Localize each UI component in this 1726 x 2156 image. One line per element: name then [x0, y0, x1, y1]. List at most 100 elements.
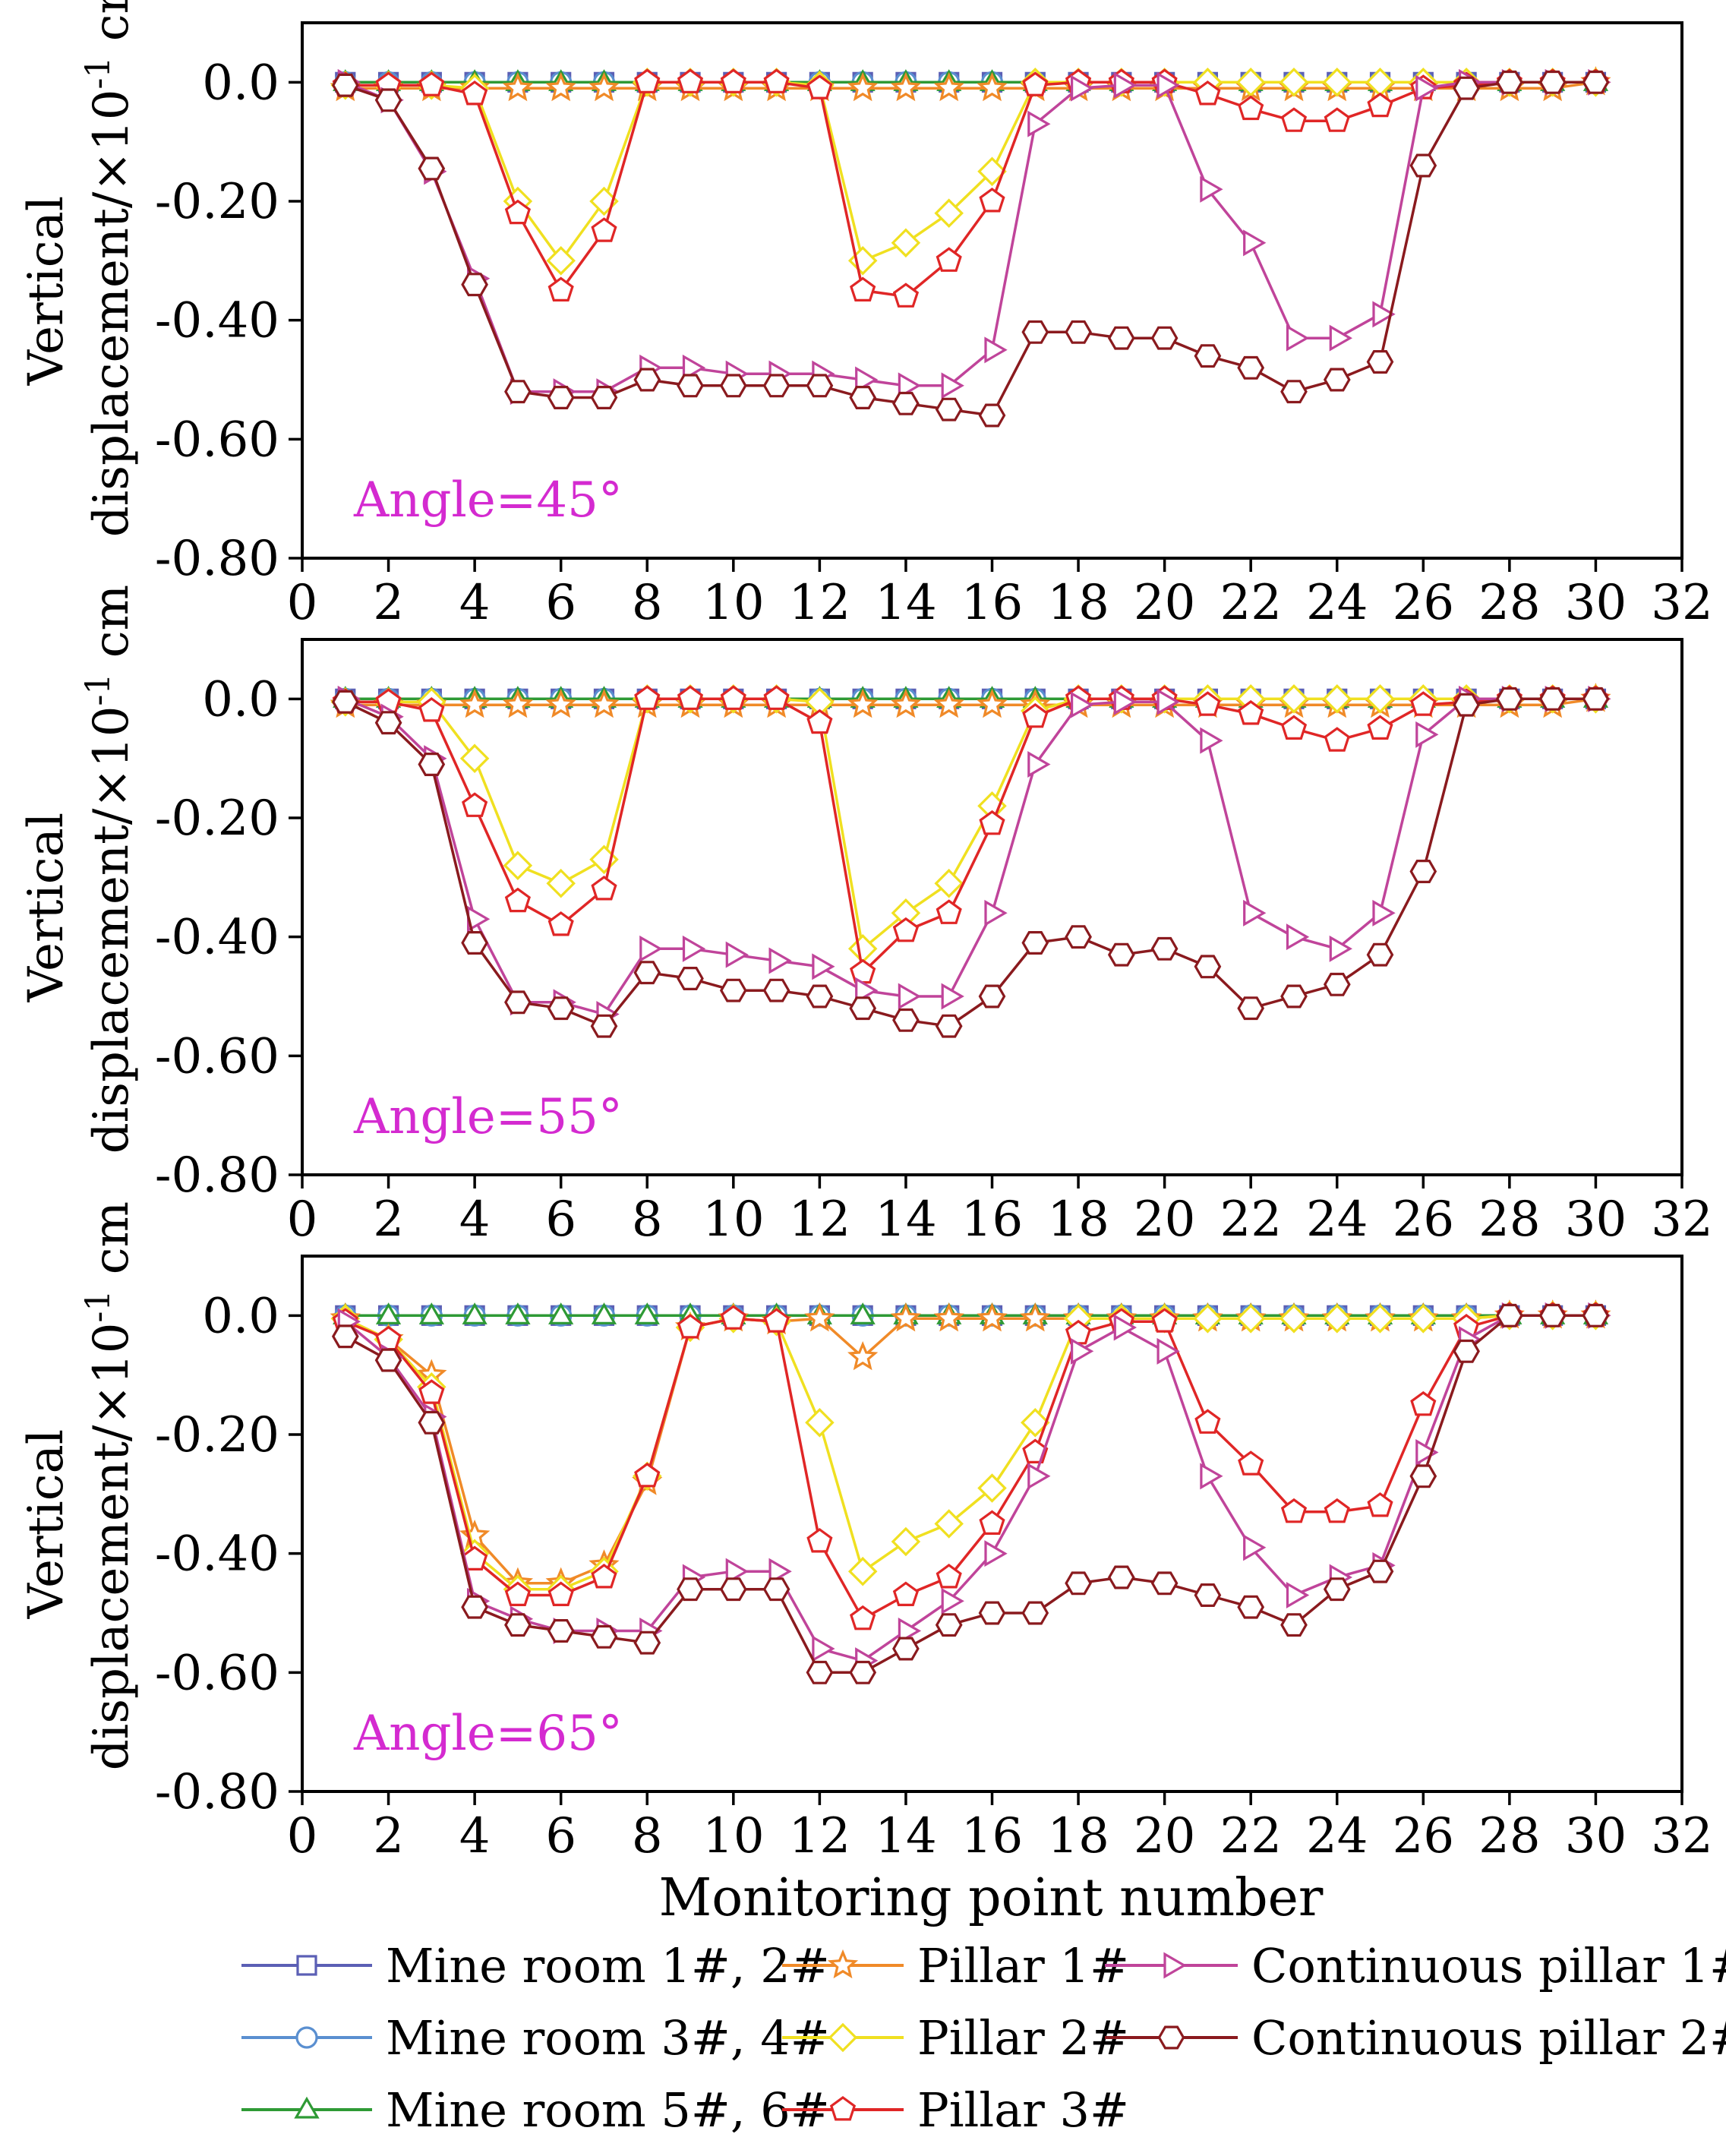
data-point: [1238, 1450, 1264, 1476]
x-tick-label: 0: [287, 1808, 318, 1864]
data-point: [1409, 1464, 1437, 1488]
data-point: [1021, 1601, 1049, 1625]
data-point: [590, 1624, 618, 1649]
data-point: [936, 899, 962, 924]
data-point: [1538, 687, 1567, 711]
data-point: [1366, 350, 1394, 374]
data-point: [374, 88, 402, 112]
y-tick-label: 0.0: [202, 1288, 279, 1344]
x-axis-label: Monitoring point number: [659, 1868, 1324, 1928]
data-point: [892, 283, 920, 308]
data-point: [935, 1613, 963, 1637]
x-tick-label: 12: [789, 1808, 850, 1864]
series-line: [345, 697, 1596, 1027]
data-point: [977, 72, 1008, 102]
x-tick-label: 24: [1306, 575, 1368, 631]
data-point: [892, 917, 920, 942]
y-tick-label: -0.20: [155, 1407, 279, 1463]
data-point: [978, 984, 1006, 1009]
data-point: [1280, 380, 1308, 404]
y-axis-label-unit: cm: [84, 1201, 140, 1290]
data-point: [1238, 699, 1264, 725]
y-axis-label-main: displacement/×10: [84, 706, 140, 1154]
data-point: [806, 374, 834, 398]
data-point: [1107, 326, 1135, 350]
y-axis-label-line1: Vertical: [18, 1429, 74, 1619]
data-point: [1324, 1498, 1350, 1523]
y-tick-label: -0.80: [155, 531, 279, 587]
data-point: [806, 1660, 834, 1684]
y-axis-label-unit: cm: [84, 0, 140, 57]
data-point: [1200, 175, 1223, 203]
x-tick-label: 22: [1220, 1192, 1281, 1248]
data-point: [1280, 1498, 1308, 1523]
x-tick-label: 14: [875, 1808, 936, 1864]
y-axis-label-exponent: -1: [79, 674, 118, 706]
data-point: [418, 752, 446, 777]
data-point: [941, 372, 964, 399]
series-line: [345, 80, 1596, 298]
series-continuous-pillar-2: [331, 70, 1610, 428]
data-point: [502, 689, 534, 718]
data-point: [545, 689, 576, 718]
x-tick-label: 10: [702, 1192, 764, 1248]
x-tick-label: 10: [702, 1808, 764, 1864]
data-point: [1156, 71, 1180, 99]
legend-label: Pillar 3#: [917, 2082, 1129, 2138]
x-tick-label: 18: [1047, 575, 1109, 631]
series-line: [345, 1314, 1596, 1591]
data-point: [1243, 229, 1267, 257]
y-tick-label: -0.20: [155, 174, 279, 230]
angle-annotation: Angle=45°: [353, 472, 623, 529]
data-point: [719, 1577, 747, 1602]
data-point: [849, 386, 877, 410]
data-point: [1409, 1304, 1438, 1334]
data-point: [639, 935, 663, 962]
data-point: [768, 1558, 792, 1585]
data-point: [1237, 996, 1265, 1021]
x-tick-label: 12: [789, 1192, 850, 1248]
data-point: [547, 1581, 574, 1606]
data-point: [1322, 1304, 1352, 1334]
x-tick-label: 32: [1651, 575, 1712, 631]
data-point: [1415, 1439, 1439, 1466]
x-tick-label: 20: [1134, 1808, 1195, 1864]
data-point: [849, 1660, 877, 1684]
data-point: [1194, 344, 1222, 368]
data-point: [762, 374, 790, 398]
data-point: [1367, 92, 1393, 118]
data-point: [1200, 1463, 1223, 1490]
data-point: [1365, 1304, 1395, 1334]
data-point: [977, 156, 1007, 187]
data-point: [941, 983, 964, 1010]
legend-entry-mine-room-1-2: Mine room 1#, 2#: [241, 1938, 830, 1993]
data-point: [768, 947, 792, 974]
data-point: [1367, 1492, 1393, 1517]
data-point: [1496, 70, 1523, 94]
data-point: [855, 977, 879, 1004]
data-point: [1156, 688, 1180, 715]
data-point: [935, 397, 963, 421]
data-point: [331, 1324, 359, 1349]
x-tick-label: 2: [373, 575, 404, 631]
series-line: [345, 1314, 1596, 1621]
y-tick-label: -0.60: [155, 1028, 279, 1084]
x-tick-label: 20: [1134, 1192, 1195, 1248]
data-point: [504, 1581, 531, 1606]
y-axis-label-exponent: -1: [79, 1290, 118, 1323]
y-axis-label-unit: cm: [84, 585, 140, 674]
data-point: [504, 1613, 532, 1637]
data-point: [1113, 1314, 1138, 1341]
data-point: [720, 1305, 746, 1330]
legend-label: Pillar 1#: [917, 1938, 1129, 1993]
data-point: [1070, 1337, 1094, 1365]
x-tick-label: 26: [1393, 1808, 1454, 1864]
data-point: [941, 1587, 964, 1615]
x-tick-label: 30: [1565, 1192, 1627, 1248]
data-point: [503, 851, 533, 880]
data-point: [677, 966, 704, 991]
data-point: [1194, 80, 1221, 106]
data-point: [547, 386, 575, 410]
x-tick-label: 26: [1393, 1192, 1454, 1248]
